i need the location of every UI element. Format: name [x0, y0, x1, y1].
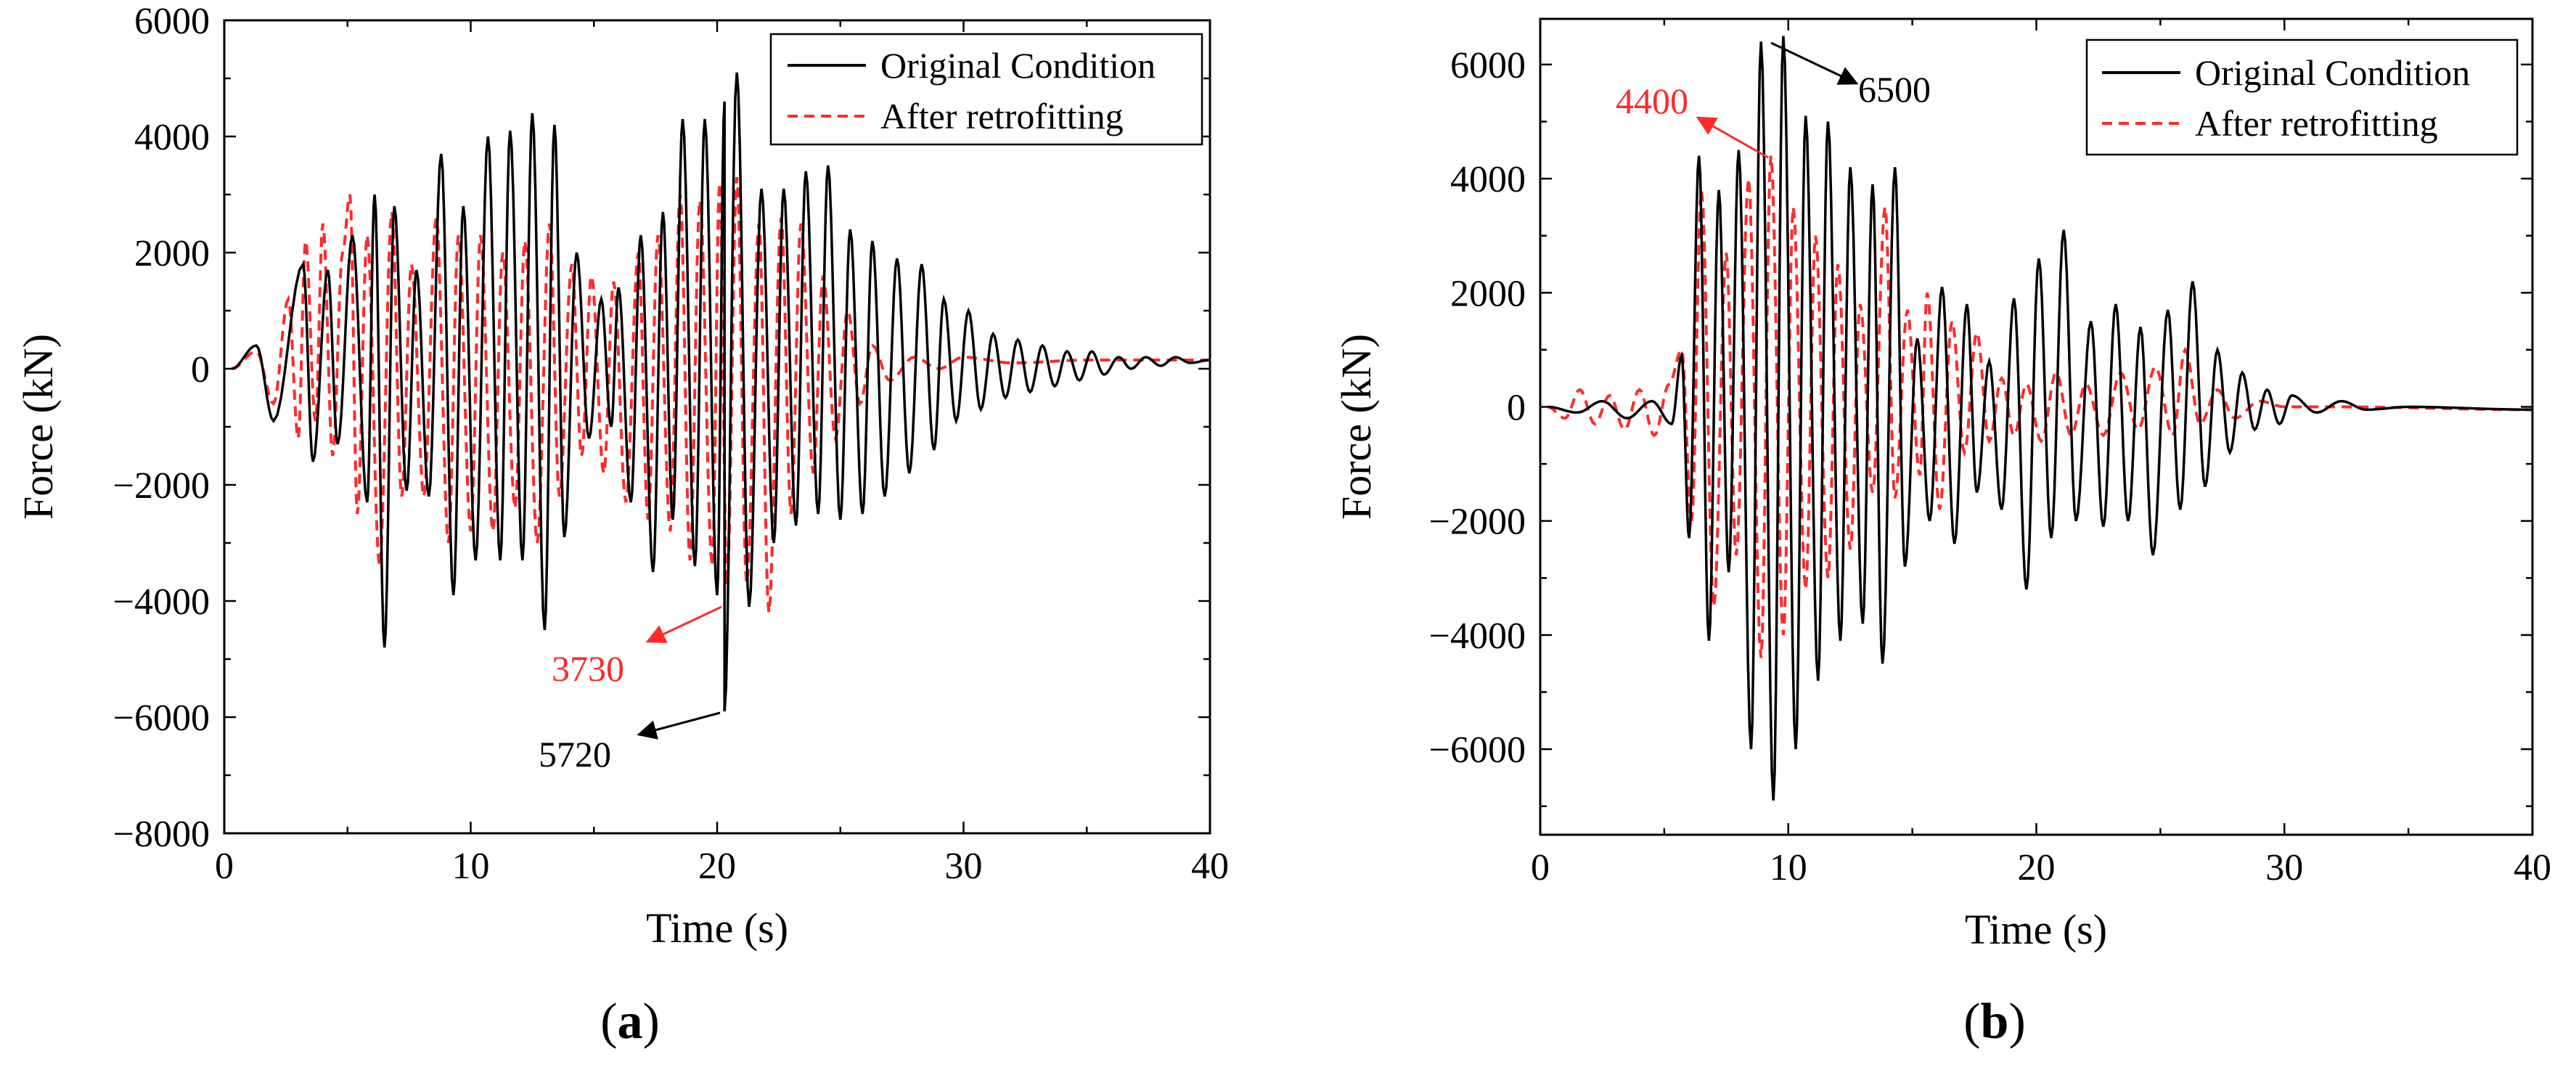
chart-b-xtick-label: 20 [2018, 847, 2056, 888]
chart-a-annotation-3730: 3730 [552, 648, 624, 689]
chart-a-xlabel: Time (s) [646, 904, 788, 952]
chart-b-annotation-arrow-4400 [1696, 116, 1769, 159]
chart-a-xtick-label: 30 [945, 846, 983, 887]
chart-a-xtick-label: 10 [452, 846, 490, 887]
chart-a-annotation-arrow-3730 [645, 605, 722, 643]
chart-a-ytick-label: −4000 [113, 581, 210, 623]
chart-a-ytick-label: 4000 [134, 117, 210, 158]
chart-b-ytick-label: 2000 [1450, 273, 1526, 314]
chart-b-ylabel: Force (kN) [1333, 334, 1380, 520]
chart-b-ytick-label: 4000 [1450, 159, 1526, 200]
chart-a-ytick-label: 0 [191, 349, 210, 391]
chart-b-xlabel: Time (s) [1965, 906, 2107, 953]
chart-b-annotation-6500: 6500 [1858, 69, 1931, 110]
chart-b-legend-retrofit: After retrofitting [2195, 103, 2438, 144]
chart-b-xtick-label: 0 [1531, 847, 1550, 888]
chart-a-legend-original: Original Condition [880, 45, 1156, 86]
chart-a-ytick-label: −6000 [113, 698, 210, 739]
chart-a-xtick-label: 0 [215, 846, 234, 887]
chart-b-xtick-label: 10 [1770, 847, 1807, 888]
chart-a-ytick-label: 2000 [134, 233, 210, 274]
panel-label-a: (a) [600, 994, 660, 1050]
chart-a-series-original-condition [231, 72, 1210, 712]
chart-b: 0 10 20 30 40 −6000 −4000 −2000 0 2000 4000 6000 Ti… [1333, 17, 2551, 953]
chart-a-ytick-label: 6000 [134, 1, 210, 42]
chart-a-ytick-label: −2000 [113, 465, 210, 507]
chart-b-annotation-4400: 4400 [1616, 81, 1688, 121]
chart-a-legend-retrofit: After retrofitting [880, 96, 1124, 136]
chart-b-series-original-condition [1547, 36, 2532, 801]
chart-a-xtick-label: 40 [1191, 846, 1229, 887]
chart-b-ticks: 0 10 20 30 40 −6000 −4000 −2000 0 2000 4000 6000 [1429, 19, 2551, 888]
chart-b-xtick-label: 40 [2514, 847, 2551, 888]
chart-b-ytick-label: 6000 [1450, 45, 1526, 86]
chart-a: 0 10 20 30 40 −8000 −6000 −4000 −2000 0 2000 4000 60… [15, 1, 1229, 952]
chart-a-ticks: 0 10 20 30 40 −8000 −6000 −4000 −2000 0 2000 4000 60… [113, 1, 1229, 887]
chart-a-ytick-label: −8000 [113, 814, 210, 855]
chart-b-ytick-label: −4000 [1429, 616, 1526, 657]
chart-b-ytick-label: 0 [1507, 387, 1526, 428]
chart-b-legend-original: Original Condition [2195, 52, 2470, 93]
chart-a-annotation-5720: 5720 [539, 734, 611, 774]
chart-b-annotation-arrow-6500 [1770, 41, 1859, 85]
chart-b-ytick-label: −2000 [1429, 502, 1526, 543]
chart-b-xtick-label: 30 [2265, 847, 2303, 888]
chart-b-legend: Original Condition After retrofitting [2085, 38, 2519, 156]
chart-a-annotation-arrow-5720 [637, 711, 721, 740]
chart-b-ytick-label: −6000 [1429, 729, 1526, 771]
chart-a-ylabel: Force (kN) [15, 334, 62, 520]
chart-a-xtick-label: 20 [698, 846, 736, 887]
panel-label-b: (b) [1963, 994, 2026, 1050]
chart-b-legend-box [2085, 38, 2519, 156]
chart-a-legend: Original Condition After retrofitting [769, 33, 1203, 146]
chart-a-legend-box [769, 33, 1203, 146]
